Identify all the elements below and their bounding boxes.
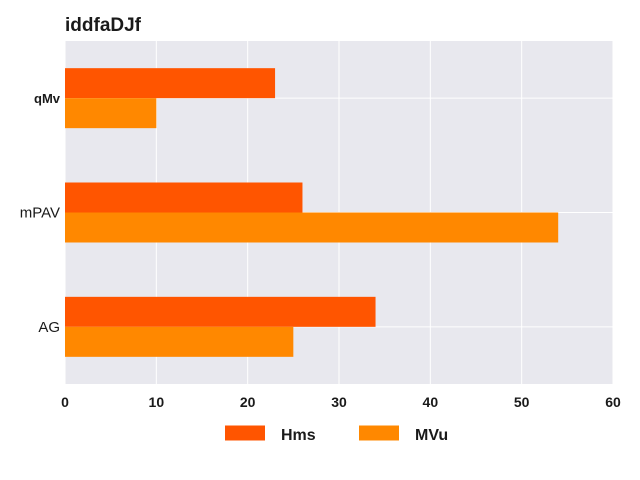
legend-swatch-Hms — [225, 425, 265, 441]
legend-label-MVu: MVu — [415, 427, 448, 444]
legend: Hms MVu — [225, 425, 448, 444]
bar-MVu-mPAV — [65, 212, 559, 243]
x-tick-label-4: 40 — [423, 394, 439, 410]
bar-Hms-qMv — [65, 68, 276, 99]
bar-MVu-AG — [65, 326, 294, 357]
y-axis-ticks: qMv mPAV AG — [20, 91, 61, 336]
x-tick-label-1: 10 — [149, 394, 165, 410]
legend-swatch-MVu — [359, 425, 399, 441]
x-tick-label-0: 0 — [61, 394, 69, 410]
y-tick-label-mPAV: mPAV — [20, 205, 60, 222]
x-tick-label-5: 50 — [514, 394, 530, 410]
bars — [65, 68, 559, 357]
y-tick-label-AG: AG — [38, 319, 60, 336]
x-tick-label-6: 60 — [605, 394, 621, 410]
chart-title: iddfaDJf — [65, 15, 142, 36]
x-axis-ticks: 0 10 20 30 40 50 60 — [61, 394, 621, 410]
legend-label-Hms: Hms — [281, 427, 316, 444]
bar-MVu-qMv — [65, 98, 157, 129]
x-tick-label-3: 30 — [331, 394, 347, 410]
bar-Hms-AG — [65, 296, 376, 327]
x-tick-label-2: 20 — [240, 394, 256, 410]
y-tick-label-qMv: qMv — [34, 91, 61, 106]
bar-Hms-mPAV — [65, 182, 303, 213]
